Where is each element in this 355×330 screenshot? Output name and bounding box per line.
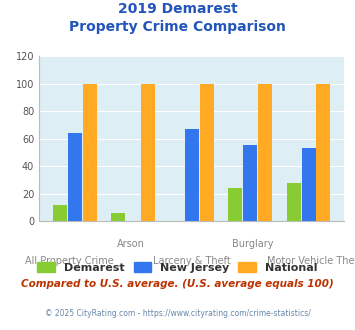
Legend: Demarest, New Jersey, National: Demarest, New Jersey, National (33, 258, 322, 277)
Text: Compared to U.S. average. (U.S. average equals 100): Compared to U.S. average. (U.S. average … (21, 279, 334, 289)
Bar (68, 133, 82, 221)
Text: Property Crime Comparison: Property Crime Comparison (69, 20, 286, 34)
Bar (316, 83, 331, 221)
Bar (83, 83, 97, 221)
Bar (286, 182, 301, 221)
Bar (185, 129, 199, 221)
Bar (200, 83, 214, 221)
Text: © 2025 CityRating.com - https://www.cityrating.com/crime-statistics/: © 2025 CityRating.com - https://www.city… (45, 309, 310, 317)
Bar (228, 188, 242, 221)
Text: Burglary: Burglary (232, 239, 273, 249)
Text: Larceny & Theft: Larceny & Theft (153, 256, 231, 266)
Text: Motor Vehicle Theft: Motor Vehicle Theft (267, 256, 355, 266)
Text: Arson: Arson (117, 239, 144, 249)
Bar (243, 146, 257, 221)
Bar (258, 83, 272, 221)
Bar (53, 205, 67, 221)
Bar (301, 148, 316, 221)
Text: 2019 Demarest: 2019 Demarest (118, 2, 237, 16)
Bar (141, 83, 155, 221)
Bar (111, 213, 125, 221)
Text: All Property Crime: All Property Crime (25, 256, 114, 266)
